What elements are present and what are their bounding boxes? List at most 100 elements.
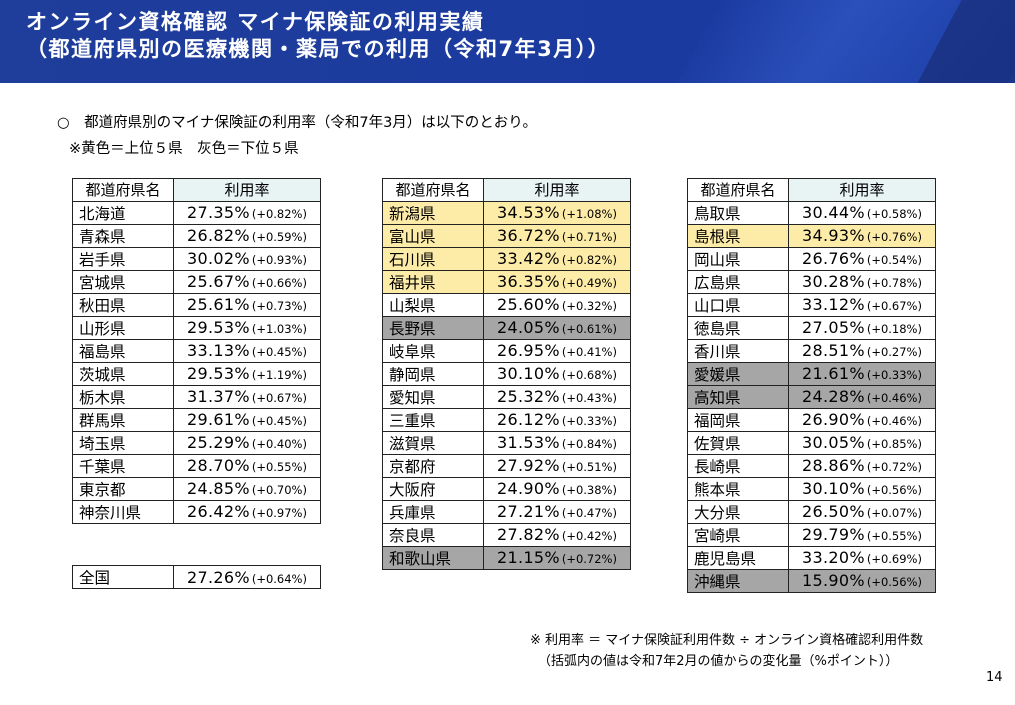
usage-rate: 27.21%	[497, 502, 560, 521]
usage-rate: 24.05%	[497, 318, 560, 337]
table-row: 三重県 26.12% (+0.33%)	[382, 407, 631, 432]
usage-rate: 31.37%	[187, 387, 250, 406]
rate-change: (+0.97%)	[251, 506, 307, 520]
rate-change: (+0.68%)	[561, 368, 617, 382]
rate-cell: 26.12% (+0.33%)	[483, 407, 631, 432]
intro-text: ○ 都道府県別のマイナ保険証の利用率（令和7年3月）は以下のとおり。 ※黄色＝上…	[57, 110, 537, 162]
table-row: 愛媛県 21.61% (+0.33%)	[687, 361, 936, 386]
prefecture-name: 沖縄県	[687, 568, 789, 593]
usage-rate: 33.20%	[802, 548, 865, 567]
prefecture-name: 富山県	[382, 223, 484, 248]
prefecture-name: 兵庫県	[382, 499, 484, 524]
rate-change: (+1.03%)	[251, 322, 307, 336]
table-row: 秋田県 25.61% (+0.73%)	[72, 292, 321, 317]
rate-change: (+0.73%)	[251, 299, 307, 313]
usage-rate: 30.02%	[187, 249, 250, 268]
rate-cell: 33.13% (+0.45%)	[173, 338, 321, 363]
prefecture-name: 宮城県	[72, 269, 174, 294]
prefecture-name: 岩手県	[72, 246, 174, 271]
prefecture-name: 島根県	[687, 223, 789, 248]
usage-rate: 26.12%	[497, 410, 560, 429]
prefecture-name: 高知県	[687, 384, 789, 409]
rate-cell: 31.37% (+0.67%)	[173, 384, 321, 409]
table-row: 群馬県 29.61% (+0.45%)	[72, 407, 321, 432]
usage-rate: 25.67%	[187, 272, 250, 291]
slide-title: オンライン資格確認 マイナ保険証の利用実績 （都道府県別の医療機関・薬局での利用…	[26, 9, 610, 63]
rate-change: (+0.61%)	[561, 322, 617, 336]
prefecture-name: 奈良県	[382, 522, 484, 547]
table-row: 兵庫県 27.21% (+0.47%)	[382, 499, 631, 524]
prefecture-name: 三重県	[382, 407, 484, 432]
table-header-row: 都道府県名 利用率	[687, 178, 936, 202]
usage-rate: 25.61%	[187, 295, 250, 314]
rate-cell: 26.42% (+0.97%)	[173, 499, 321, 524]
table-row: 和歌山県 21.15% (+0.72%)	[382, 545, 631, 570]
table-row: 神奈川県 26.42% (+0.97%)	[72, 499, 321, 524]
table-row: 石川県 33.42% (+0.82%)	[382, 246, 631, 271]
table-row: 愛知県 25.32% (+0.43%)	[382, 384, 631, 409]
rate-cell: 27.35% (+0.82%)	[173, 200, 321, 225]
national-total-row: 全国 27.26% (+0.64%)	[72, 565, 321, 589]
title-line-1: オンライン資格確認 マイナ保険証の利用実績	[26, 10, 485, 34]
prefecture-name: 徳島県	[687, 315, 789, 340]
usage-rate: 30.44%	[802, 203, 865, 222]
rate-cell: 24.05% (+0.61%)	[483, 315, 631, 340]
prefecture-name: 長野県	[382, 315, 484, 340]
table-row: 茨城県 29.53% (+1.19%)	[72, 361, 321, 386]
usage-rate: 30.05%	[802, 433, 865, 452]
rate-cell: 15.90% (+0.56%)	[788, 568, 936, 593]
rate-cell: 29.53% (+1.03%)	[173, 315, 321, 340]
rate-cell: 24.90% (+0.38%)	[483, 476, 631, 501]
table-row: 鹿児島県 33.20% (+0.69%)	[687, 545, 936, 570]
rate-cell: 30.28% (+0.78%)	[788, 269, 936, 294]
prefecture-name: 神奈川県	[72, 499, 174, 524]
rate-cell: 25.67% (+0.66%)	[173, 269, 321, 294]
column-header-rate: 利用率	[483, 178, 631, 202]
national-total-table: 全国 27.26% (+0.64%)	[72, 565, 321, 589]
rate-change: (+0.71%)	[561, 230, 617, 244]
usage-rate: 26.90%	[802, 410, 865, 429]
rate-cell: 25.32% (+0.43%)	[483, 384, 631, 409]
national-rate-cell: 27.26% (+0.64%)	[173, 565, 321, 589]
rate-change: (+0.84%)	[561, 437, 617, 451]
rate-change: (+0.54%)	[866, 253, 922, 267]
table-row: 山梨県 25.60% (+0.32%)	[382, 292, 631, 317]
usage-rate: 29.61%	[187, 410, 250, 429]
table-row: 静岡県 30.10% (+0.68%)	[382, 361, 631, 386]
column-header-name: 都道府県名	[72, 178, 174, 202]
prefecture-name: 鹿児島県	[687, 545, 789, 570]
prefecture-name: 岡山県	[687, 246, 789, 271]
prefecture-name: 佐賀県	[687, 430, 789, 455]
usage-rate: 24.28%	[802, 387, 865, 406]
rate-cell: 29.53% (+1.19%)	[173, 361, 321, 386]
rate-change: (+0.82%)	[561, 253, 617, 267]
rate-cell: 34.53% (+1.08%)	[483, 200, 631, 225]
national-change: (+0.64%)	[251, 571, 307, 586]
rate-change: (+0.72%)	[866, 460, 922, 474]
rate-change: (+0.70%)	[251, 483, 307, 497]
usage-rate: 33.42%	[497, 249, 560, 268]
rate-change: (+0.55%)	[251, 460, 307, 474]
rate-cell: 30.44% (+0.58%)	[788, 200, 936, 225]
column-header-rate: 利用率	[788, 178, 936, 202]
usage-rate: 27.82%	[497, 525, 560, 544]
rate-cell: 27.21% (+0.47%)	[483, 499, 631, 524]
rate-cell: 34.93% (+0.76%)	[788, 223, 936, 248]
rate-cell: 26.95% (+0.41%)	[483, 338, 631, 363]
rate-cell: 33.20% (+0.69%)	[788, 545, 936, 570]
prefecture-name: 福井県	[382, 269, 484, 294]
table-row: 佐賀県 30.05% (+0.85%)	[687, 430, 936, 455]
rate-cell: 21.61% (+0.33%)	[788, 361, 936, 386]
prefecture-name: 青森県	[72, 223, 174, 248]
rate-change: (+1.08%)	[561, 207, 617, 221]
rate-change: (+1.19%)	[251, 368, 307, 382]
table-row: 香川県 28.51% (+0.27%)	[687, 338, 936, 363]
usage-rate: 27.05%	[802, 318, 865, 337]
table-row: 宮崎県 29.79% (+0.55%)	[687, 522, 936, 547]
usage-rate: 28.70%	[187, 456, 250, 475]
usage-rate: 31.53%	[497, 433, 560, 452]
rate-change: (+0.46%)	[866, 414, 922, 428]
table-row: 岡山県 26.76% (+0.54%)	[687, 246, 936, 271]
rate-cell: 25.29% (+0.40%)	[173, 430, 321, 455]
usage-rate: 25.32%	[497, 387, 560, 406]
